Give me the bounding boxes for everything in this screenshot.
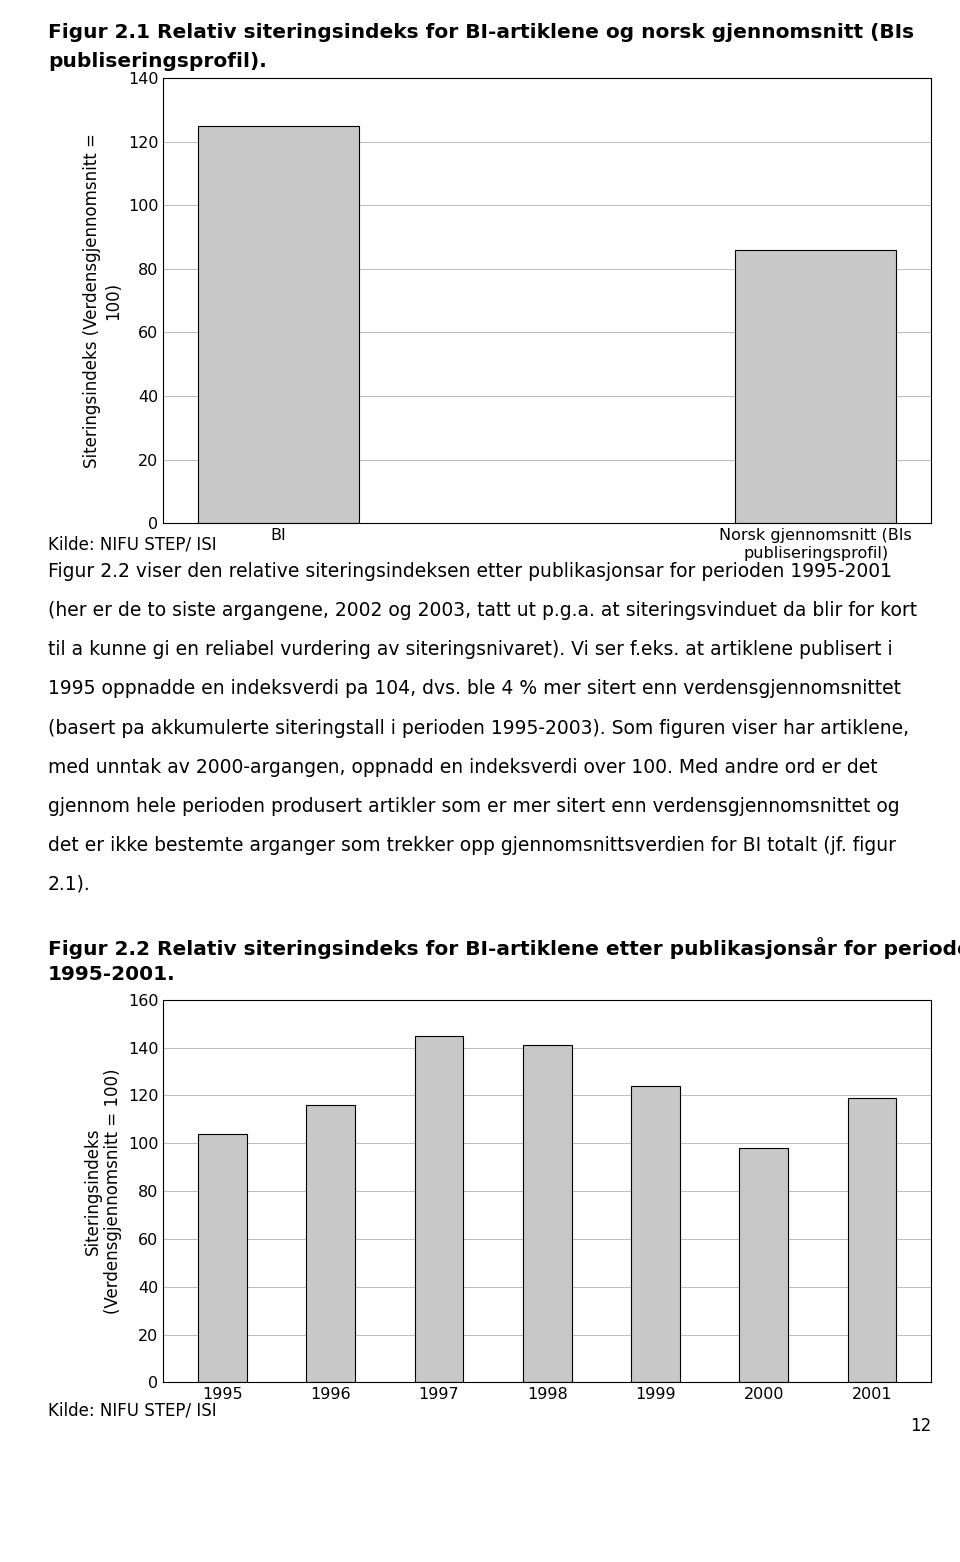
- Text: 12: 12: [910, 1417, 931, 1435]
- Bar: [198, 127, 359, 523]
- Bar: [523, 1045, 571, 1382]
- Text: med unntak av 2000-argangen, oppnadd en indeksverdi over 100. Med andre ord er d: med unntak av 2000-argangen, oppnadd en …: [48, 758, 877, 776]
- Bar: [306, 1104, 355, 1382]
- Text: det er ikke bestemte arganger som trekker opp gjennomsnittsverdien for BI totalt: det er ikke bestemte arganger som trekke…: [48, 836, 896, 854]
- Text: til a kunne gi en reliabel vurdering av siteringsnivaret). Vi ser f.eks. at arti: til a kunne gi en reliabel vurdering av …: [48, 640, 893, 659]
- Text: 2.1).: 2.1).: [48, 875, 91, 893]
- Text: 1995-2001.: 1995-2001.: [48, 965, 176, 984]
- Bar: [735, 250, 897, 523]
- Y-axis label: Siteringsindeks
(Verdensgjennomsnitt = 100): Siteringsindeks (Verdensgjennomsnitt = 1…: [84, 1068, 122, 1314]
- Text: Figur 2.2 Relativ siteringsindeks for BI-artiklene etter publikasjonsår for peri: Figur 2.2 Relativ siteringsindeks for BI…: [48, 937, 960, 959]
- Text: Figur 2.2 viser den relative siteringsindeksen etter publikasjonsar for perioden: Figur 2.2 viser den relative siteringsin…: [48, 562, 892, 581]
- Bar: [631, 1086, 680, 1382]
- Text: (her er de to siste argangene, 2002 og 2003, tatt ut p.g.a. at siteringsvinduet : (her er de to siste argangene, 2002 og 2…: [48, 601, 917, 620]
- Text: gjennom hele perioden produsert artikler som er mer sitert enn verdensgjennomsni: gjennom hele perioden produsert artikler…: [48, 797, 900, 815]
- Text: publiseringsprofil).: publiseringsprofil).: [48, 52, 267, 70]
- Text: (basert pa akkumulerte siteringstall i perioden 1995-2003). Som figuren viser ha: (basert pa akkumulerte siteringstall i p…: [48, 719, 909, 737]
- Text: Figur 2.1 Relativ siteringsindeks for BI-artiklene og norsk gjennomsnitt (BIs: Figur 2.1 Relativ siteringsindeks for BI…: [48, 23, 914, 42]
- Bar: [848, 1098, 897, 1382]
- Text: Kilde: NIFU STEP/ ISI: Kilde: NIFU STEP/ ISI: [48, 1401, 217, 1420]
- Bar: [198, 1134, 247, 1382]
- Text: 1995 oppnadde en indeksverdi pa 104, dvs. ble 4 % mer sitert enn verdensgjennoms: 1995 oppnadde en indeksverdi pa 104, dvs…: [48, 679, 901, 698]
- Bar: [739, 1148, 788, 1382]
- Bar: [415, 1036, 464, 1382]
- Text: Kilde: NIFU STEP/ ISI: Kilde: NIFU STEP/ ISI: [48, 536, 217, 555]
- Y-axis label: Siteringsindeks (Verdensgjennomsnitt =
100): Siteringsindeks (Verdensgjennomsnitt = 1…: [84, 133, 122, 469]
